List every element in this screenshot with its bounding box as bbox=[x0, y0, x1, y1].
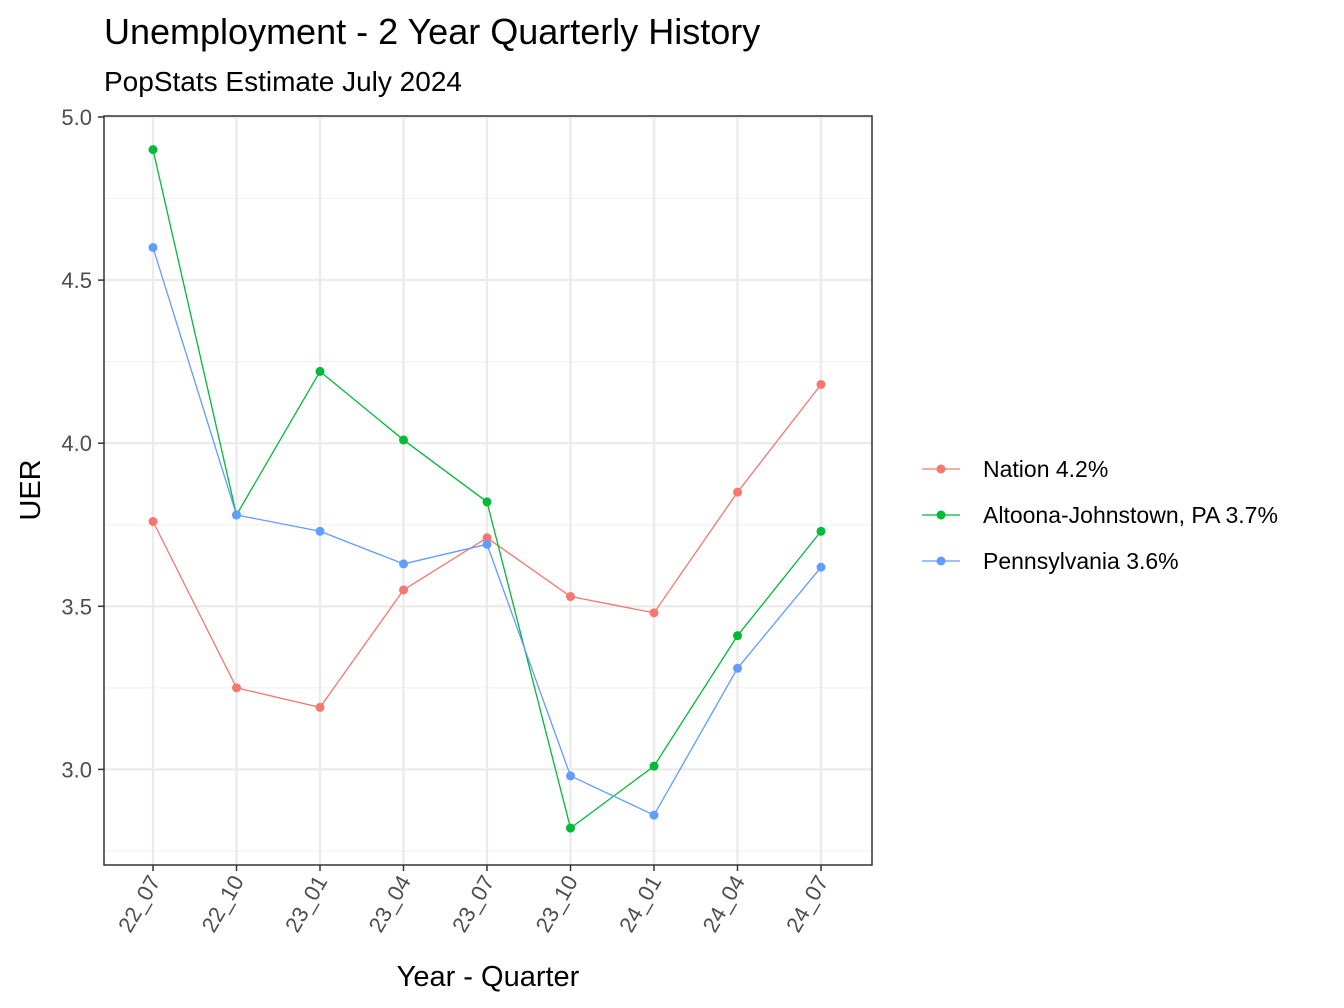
data-point bbox=[816, 526, 826, 536]
data-point bbox=[482, 497, 492, 507]
x-tick-label: 24_04 bbox=[698, 871, 750, 936]
legend: Nation 4.2% Altoona-Johnstown, PA 3.7% Pen… bbox=[922, 456, 1278, 574]
data-point bbox=[399, 435, 408, 445]
legend-label: Nation 4.2% bbox=[983, 456, 1108, 482]
legend-label: Altoona-Johnstown, PA 3.7% bbox=[983, 502, 1278, 528]
legend-key-point bbox=[936, 510, 946, 520]
x-tick-label: 22_07 bbox=[113, 871, 165, 936]
data-point bbox=[566, 823, 575, 833]
data-point bbox=[566, 592, 575, 602]
x-tick-label: 24_07 bbox=[781, 871, 833, 936]
legend-item: Altoona-Johnstown, PA 3.7% bbox=[922, 502, 1278, 528]
x-axis: 22_07 22_10 23_01 23_04 23_07 23_10 24_01 24_04… bbox=[113, 865, 833, 936]
series-layer bbox=[148, 145, 826, 833]
data-point bbox=[232, 683, 241, 693]
data-point bbox=[482, 533, 492, 543]
x-tick-label: 24_01 bbox=[614, 871, 666, 936]
legend-key-point bbox=[936, 556, 946, 566]
data-point bbox=[649, 608, 659, 618]
data-point bbox=[148, 242, 158, 252]
x-tick-label: 23_07 bbox=[447, 871, 499, 936]
data-point bbox=[816, 562, 826, 572]
y-axis: 3.0 3.5 4.0 4.5 5.0 bbox=[61, 105, 104, 782]
data-point bbox=[315, 526, 325, 536]
chart-title: Unemployment - 2 Year Quarterly History bbox=[104, 11, 760, 52]
y-tick-label: 4.0 bbox=[61, 431, 92, 456]
data-point bbox=[315, 702, 325, 712]
grid-lines bbox=[104, 115, 872, 865]
legend-item: Pennsylvania 3.6% bbox=[922, 548, 1179, 574]
data-point bbox=[733, 487, 742, 497]
legend-item: Nation 4.2% bbox=[922, 456, 1108, 482]
y-tick-label: 4.5 bbox=[61, 268, 92, 293]
data-point bbox=[148, 145, 158, 155]
data-point bbox=[733, 663, 742, 673]
y-tick-label: 3.5 bbox=[61, 594, 92, 619]
plot-border bbox=[103, 115, 873, 866]
data-point bbox=[315, 366, 325, 376]
data-point bbox=[148, 516, 158, 526]
x-tick-label: 23_10 bbox=[531, 871, 583, 936]
data-point bbox=[816, 379, 826, 389]
y-tick-label: 3.0 bbox=[61, 757, 92, 782]
legend-label: Pennsylvania 3.6% bbox=[983, 548, 1179, 574]
data-point bbox=[399, 585, 408, 595]
x-tick-label: 23_04 bbox=[364, 871, 416, 936]
data-point bbox=[649, 761, 659, 771]
data-point bbox=[482, 539, 492, 549]
series-1 bbox=[148, 379, 826, 712]
y-tick-label: 5.0 bbox=[61, 105, 92, 130]
series-3 bbox=[148, 242, 826, 820]
x-tick-label: 22_10 bbox=[197, 871, 249, 936]
data-point bbox=[566, 771, 575, 781]
data-point bbox=[399, 559, 408, 569]
chart-subtitle: PopStats Estimate July 2024 bbox=[104, 66, 462, 97]
data-point bbox=[733, 631, 742, 641]
data-point bbox=[649, 810, 659, 820]
y-axis-title: UER bbox=[15, 459, 47, 520]
x-tick-label: 23_01 bbox=[280, 871, 332, 936]
data-point bbox=[232, 510, 241, 520]
legend-key-point bbox=[936, 464, 946, 474]
x-axis-title: Year - Quarter bbox=[397, 961, 580, 993]
